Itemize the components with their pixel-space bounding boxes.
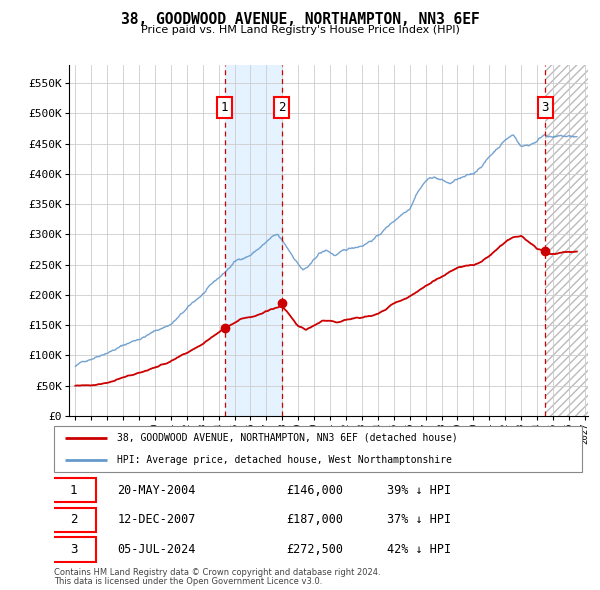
Text: £187,000: £187,000 (286, 513, 343, 526)
FancyBboxPatch shape (54, 426, 582, 472)
Text: 05-JUL-2024: 05-JUL-2024 (118, 543, 196, 556)
Text: 3: 3 (541, 101, 549, 114)
Text: 12-DEC-2007: 12-DEC-2007 (118, 513, 196, 526)
Bar (545, 65, 588, 416)
FancyBboxPatch shape (52, 478, 96, 502)
Text: 3: 3 (70, 543, 77, 556)
Text: £146,000: £146,000 (286, 484, 343, 497)
Text: 2: 2 (278, 101, 285, 114)
Text: 39% ↓ HPI: 39% ↓ HPI (386, 484, 451, 497)
Text: 1: 1 (221, 101, 229, 114)
Text: Contains HM Land Registry data © Crown copyright and database right 2024.: Contains HM Land Registry data © Crown c… (54, 568, 380, 576)
Bar (225, 65, 281, 416)
Text: 2: 2 (70, 513, 77, 526)
FancyBboxPatch shape (52, 507, 96, 532)
Text: HPI: Average price, detached house, West Northamptonshire: HPI: Average price, detached house, West… (118, 455, 452, 465)
Text: 1: 1 (70, 484, 77, 497)
Text: This data is licensed under the Open Government Licence v3.0.: This data is licensed under the Open Gov… (54, 577, 322, 586)
Text: Price paid vs. HM Land Registry's House Price Index (HPI): Price paid vs. HM Land Registry's House … (140, 25, 460, 35)
Text: 37% ↓ HPI: 37% ↓ HPI (386, 513, 451, 526)
Text: £272,500: £272,500 (286, 543, 343, 556)
Text: 38, GOODWOOD AVENUE, NORTHAMPTON, NN3 6EF: 38, GOODWOOD AVENUE, NORTHAMPTON, NN3 6E… (121, 12, 479, 27)
Text: 42% ↓ HPI: 42% ↓ HPI (386, 543, 451, 556)
Text: 38, GOODWOOD AVENUE, NORTHAMPTON, NN3 6EF (detached house): 38, GOODWOOD AVENUE, NORTHAMPTON, NN3 6E… (118, 433, 458, 443)
Text: 20-MAY-2004: 20-MAY-2004 (118, 484, 196, 497)
FancyBboxPatch shape (52, 537, 96, 562)
